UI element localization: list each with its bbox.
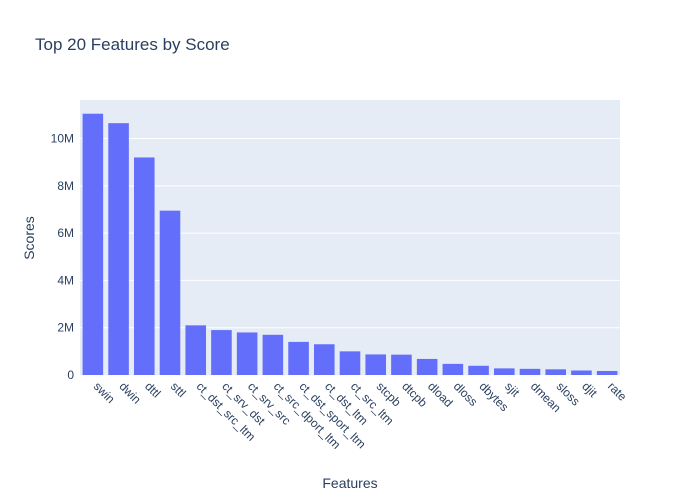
bar-ct_srv_src <box>236 332 258 375</box>
bar-ct_dst_sport_ltm <box>288 341 309 375</box>
bar-ct_dst_ltm <box>314 344 335 375</box>
y-tick-label: 6M <box>57 226 74 240</box>
bar-dtcpb <box>391 354 412 375</box>
bar-dloss <box>442 363 464 375</box>
x-tick-label: dwin <box>116 379 143 406</box>
bar-dwin <box>108 123 129 376</box>
bar-dload <box>416 358 438 375</box>
y-tick-label: 8M <box>57 179 74 193</box>
x-tick-label: dtcpb <box>399 379 430 410</box>
chart-title: Top 20 Features by Score <box>35 35 230 54</box>
bar-djit <box>571 370 592 375</box>
x-tick-label: dload <box>425 379 456 410</box>
bar-swin <box>82 113 104 375</box>
x-tick-label: sttl <box>168 379 189 400</box>
x-tick-label: swin <box>91 379 118 406</box>
y-axis-title: Scores <box>21 216 37 260</box>
y-tick-label: 2M <box>57 321 74 335</box>
y-tick-label: 4M <box>57 273 74 287</box>
y-tick-label: 0 <box>67 368 74 382</box>
bar-dbytes <box>468 365 489 375</box>
bar-stcpb <box>365 354 386 375</box>
x-tick-label: dloss <box>451 379 481 409</box>
bar-ct_srv_dst <box>211 330 232 375</box>
bars <box>82 113 618 376</box>
bar-sloss <box>545 369 566 375</box>
bar-dmean <box>519 368 541 375</box>
x-tick-label: rate <box>605 379 630 404</box>
x-tick-label: dttl <box>142 379 163 400</box>
bar-sttl <box>159 210 181 375</box>
bar-dttl <box>134 157 155 375</box>
y-tick-labels: 0 2M 4M 6M 8M 10M <box>51 132 75 382</box>
y-tick-label: 10M <box>51 132 74 146</box>
bar-sjit <box>494 368 515 375</box>
bar-ct_src_dport_ltm <box>262 334 284 375</box>
bar-ct_src_ltm <box>339 351 361 375</box>
x-axis-title: Features <box>322 475 377 491</box>
bar-ct_dst_src_ltm <box>185 325 206 375</box>
bar-rate <box>596 370 618 375</box>
